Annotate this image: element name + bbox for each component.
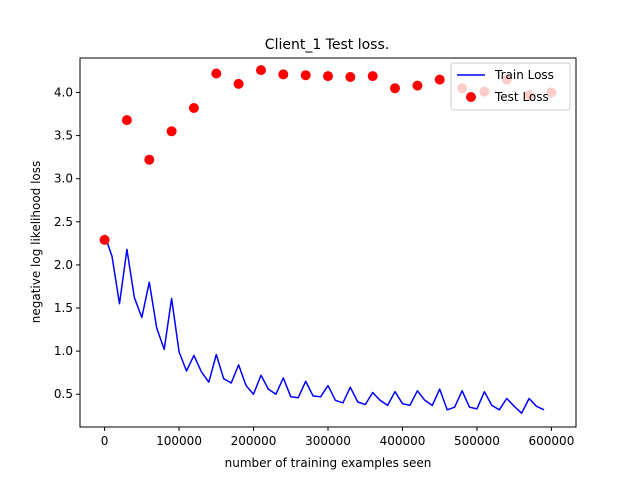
test-loss-point	[256, 65, 266, 76]
legend-test-loss-label: Test Loss	[494, 90, 549, 104]
x-tick-label: 100000	[156, 434, 202, 448]
test-loss-point	[233, 78, 244, 89]
y-tick-label: 3.0	[54, 172, 73, 186]
y-tick-label: 2.0	[54, 258, 73, 272]
x-tick-label: 400000	[380, 434, 426, 448]
test-loss-point	[323, 71, 333, 82]
y-tick-label: 3.5	[54, 129, 73, 143]
y-tick-label: 0.5	[54, 387, 73, 401]
x-axis-label: number of training examples seen	[225, 456, 432, 470]
x-tick-label: 600000	[529, 434, 575, 448]
y-tick-label: 1.5	[54, 301, 73, 315]
train-loss-line	[103, 234, 545, 414]
y-tick-label: 4.0	[54, 85, 73, 99]
test-loss-point	[300, 70, 311, 81]
test-loss-point	[367, 71, 378, 82]
y-axis: 0.5 1.0 1.5 2.0 2.5 3.0 3.5 4.0	[54, 85, 80, 401]
axes-frame	[79, 57, 577, 428]
x-tick-label: 200000	[231, 434, 277, 448]
y-tick-label: 2.5	[54, 215, 73, 229]
test-loss-point	[390, 83, 400, 94]
test-loss-point	[434, 74, 445, 85]
test-loss-point	[412, 80, 423, 91]
x-tick-label: 500000	[454, 434, 500, 448]
legend: Train Loss Test Loss	[450, 62, 571, 111]
chart-title: Client_1 Test loss.	[265, 37, 389, 53]
legend-train-loss-label: Train Loss	[494, 68, 554, 82]
plot-area	[99, 65, 557, 414]
test-loss-point	[144, 154, 155, 165]
x-tick-label: 0	[101, 434, 109, 448]
test-loss-point	[211, 68, 222, 79]
legend-test-loss-swatch	[466, 92, 476, 102]
test-loss-point	[121, 115, 132, 126]
y-axis-label: negative log likelihood loss	[29, 161, 43, 324]
test-loss-point	[188, 103, 199, 113]
x-axis: 0 100000 200000 300000 400000 500000 600000	[101, 427, 575, 448]
test-loss-point	[278, 69, 289, 80]
test-loss-point	[166, 126, 177, 137]
y-tick-label: 1.0	[54, 344, 73, 358]
test-loss-point	[345, 72, 356, 82]
test-loss-point	[99, 234, 110, 245]
x-tick-label: 300000	[305, 434, 351, 448]
